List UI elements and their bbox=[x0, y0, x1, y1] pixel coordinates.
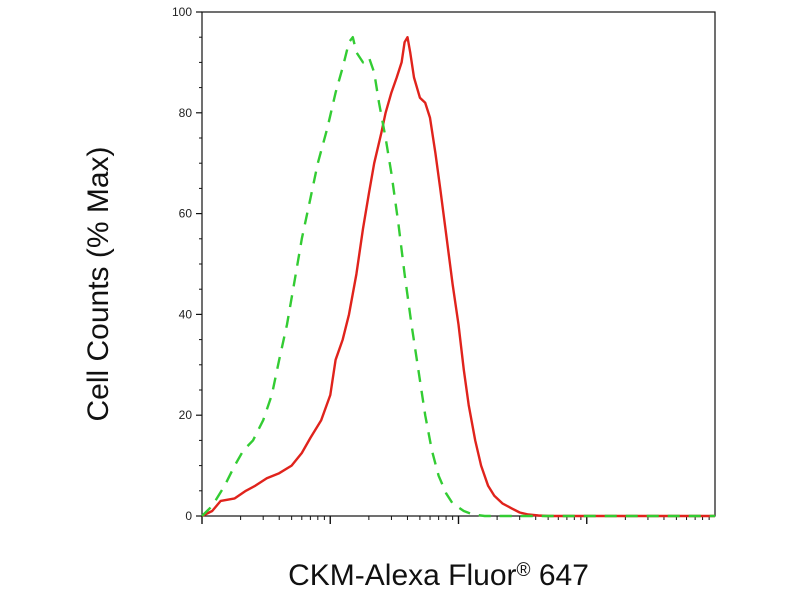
series-line-solid-red bbox=[201, 36, 715, 518]
x-axis-title-suffix: 647 bbox=[531, 559, 589, 592]
y-axis-ticks: 0 20 40 60 80 100 bbox=[172, 5, 202, 523]
y-tick-label: 100 bbox=[172, 5, 192, 19]
series-layer bbox=[201, 36, 715, 518]
y-tick-label: 40 bbox=[179, 307, 193, 321]
y-tick-label: 60 bbox=[179, 207, 193, 221]
y-axis-title: Cell Counts (% Max) bbox=[82, 146, 115, 421]
x-axis-title-main: CKM-Alexa Fluor bbox=[288, 559, 516, 592]
x-axis-title: CKM-Alexa Fluor® 647 bbox=[288, 559, 589, 592]
x-axis-title-superscript: ® bbox=[517, 560, 531, 581]
y-tick-label: 80 bbox=[179, 106, 193, 120]
y-tick-label: 0 bbox=[185, 509, 192, 523]
y-tick-label: 20 bbox=[179, 408, 193, 422]
